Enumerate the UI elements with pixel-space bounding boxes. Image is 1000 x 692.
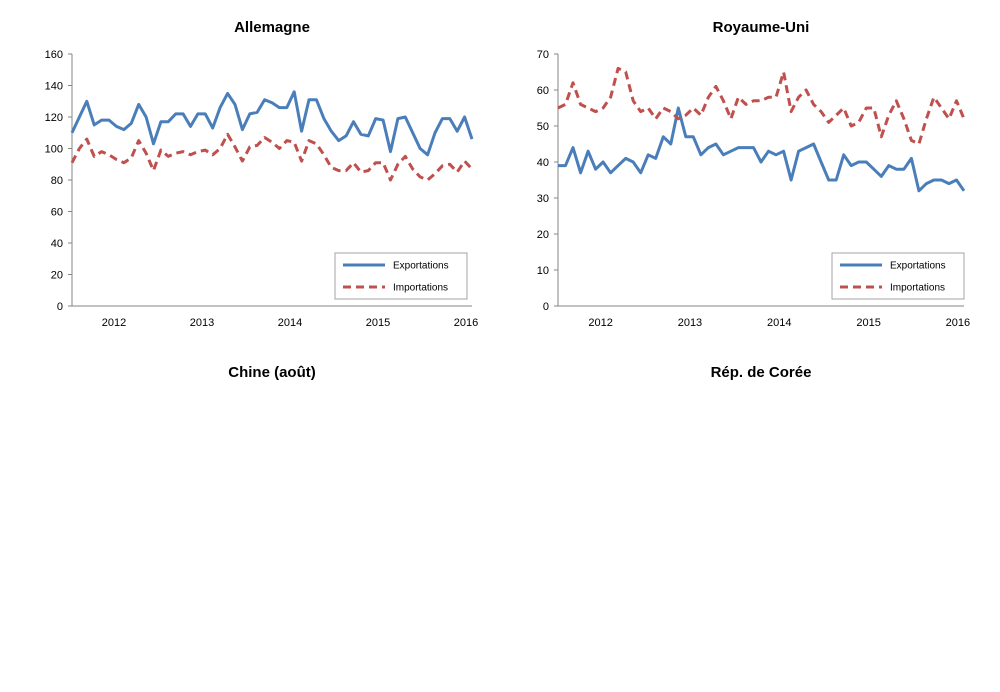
y-tick-label: 20 xyxy=(537,229,549,241)
x-tick-label: 2012 xyxy=(588,317,612,329)
y-tick-label: 80 xyxy=(51,175,63,187)
legend-box xyxy=(831,252,965,300)
legend-label-importations: Importations xyxy=(890,283,945,294)
chart-svg: Royaume-Uni 0 10 20 30 40 50 60 70 2012 2013 2014 20… xyxy=(537,19,970,329)
y-tick-label: 0 xyxy=(543,301,549,313)
chart-panel-chine: Chine (août)0501001502002502012201320142… xyxy=(0,346,500,692)
chart-panel-royaume-uni: Royaume-Uni 0 10 20 30 40 50 60 70 2012 2013 2014 20… xyxy=(500,0,1000,346)
y-tick-label: 10 xyxy=(537,265,549,277)
y-tick-label: 50 xyxy=(537,121,549,133)
y-tick-label: 70 xyxy=(537,49,549,61)
y-tick-label: 120 xyxy=(45,112,63,124)
x-tick-label: 2013 xyxy=(678,317,702,329)
series-line-exportations xyxy=(558,106,966,193)
chart-svg: Rép. de Corée010203040506020122013201420… xyxy=(711,364,812,381)
y-tick-label: 20 xyxy=(51,270,63,282)
x-tick-label: 2012 xyxy=(102,317,126,329)
series-line-importations xyxy=(557,66,966,146)
y-tick-label: 100 xyxy=(45,144,63,156)
y-tick-label: 40 xyxy=(537,157,549,169)
y-tick-label: 60 xyxy=(537,85,549,97)
chart-panel-allemagne: Allemagne 0 20 40 60 80 100 120 140 160 2012 2013 20… xyxy=(0,0,500,346)
chart-title: Rép. de Corée xyxy=(711,364,812,381)
chart-title: Chine (août) xyxy=(228,364,316,381)
x-tick-label: 2015 xyxy=(856,317,880,329)
y-tick-label: 60 xyxy=(51,207,63,219)
y-tick-label: 160 xyxy=(45,49,63,61)
x-tick-label: 2016 xyxy=(946,317,970,329)
series-line-importations xyxy=(70,132,474,182)
y-tick-label: 0 xyxy=(57,301,63,313)
x-tick-label: 2014 xyxy=(767,317,791,329)
chart-title: Allemagne xyxy=(234,19,310,36)
legend-label-exportations: Exportations xyxy=(890,261,946,272)
chart-title: Royaume-Uni xyxy=(713,19,810,36)
chart-svg: Allemagne 0 20 40 60 80 100 120 140 160 2012 2013 20… xyxy=(45,19,479,329)
y-tick-label: 140 xyxy=(45,81,63,93)
legend-label-exportations: Exportations xyxy=(393,261,449,272)
x-tick-label: 2013 xyxy=(190,317,214,329)
chart-svg: Chine (août)0501001502002502012201320142… xyxy=(228,364,316,381)
series-line-exportations xyxy=(70,90,474,157)
chart-panel-coree: Rép. de Corée010203040506020122013201420… xyxy=(500,346,1000,692)
legend-label-importations: Importations xyxy=(393,283,448,294)
x-tick-label: 2015 xyxy=(366,317,390,329)
y-tick-label: 30 xyxy=(537,193,549,205)
x-tick-label: 2014 xyxy=(278,317,302,329)
y-tick-label: 40 xyxy=(51,238,63,250)
x-tick-label: 2016 xyxy=(454,317,478,329)
legend-box xyxy=(334,252,468,300)
